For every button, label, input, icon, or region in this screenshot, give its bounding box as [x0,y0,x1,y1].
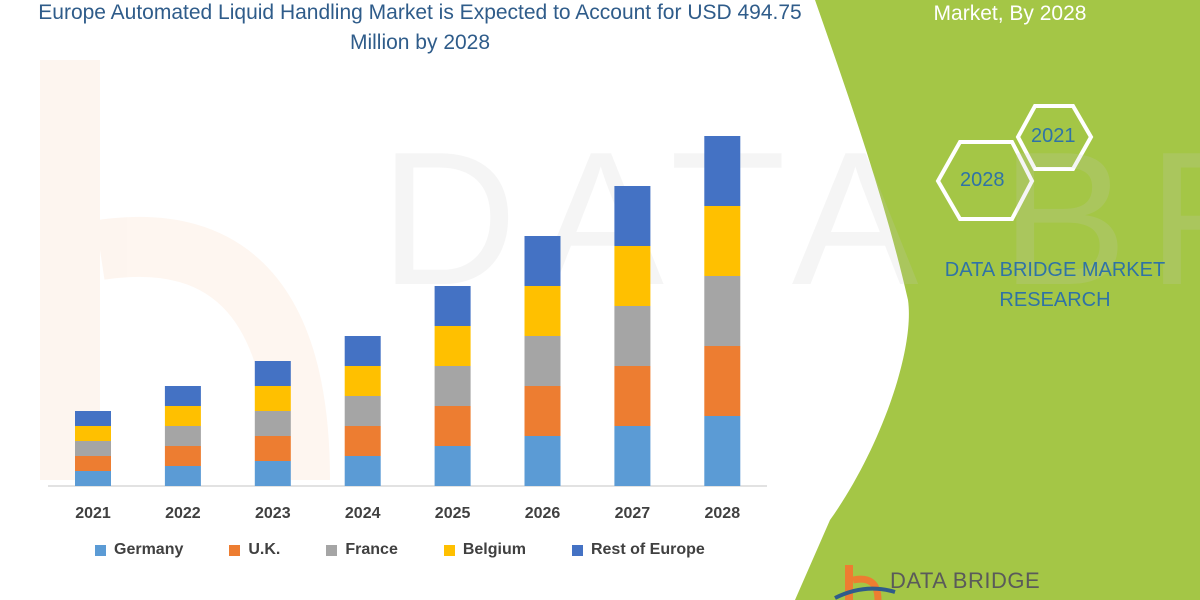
legend-label: Germany [114,541,184,558]
bar-segment-2021-france [75,441,111,456]
x-tick-label: 2027 [615,505,651,522]
legend: Germany U.K. France Belgium Rest of Europe [95,541,705,559]
bar-segment-2028-belgium [704,206,741,276]
bar-segment-2026-germany [524,436,561,486]
bar-segment-2021-rest-of-europe [75,411,111,426]
watermark-text: DATA BRIDGE [380,113,1200,325]
bar-segment-2024-france [344,396,381,426]
bar-segment-2027-france [614,306,651,366]
bar-segment-2022-u-k- [164,446,201,466]
legend-swatch [95,544,106,556]
bar-segment-2025-rest-of-europe [434,286,471,326]
bar-segment-2028-rest-of-europe [704,136,741,206]
bar-segment-2022-rest-of-europe [164,386,201,406]
bar-segment-2027-u-k- [614,366,651,426]
bar-segment-2024-rest-of-europe [344,336,381,366]
bar-segment-2027-rest-of-europe [614,186,651,246]
bar-segment-2028-u-k- [704,346,741,416]
bar-segment-2022-belgium [164,406,201,426]
bar-segment-2026-rest-of-europe [524,236,561,286]
bar-segment-2024-u-k- [344,426,381,456]
bar-segment-2026-belgium [524,286,561,336]
bar-segment-2023-belgium [254,386,291,411]
bar-segment-2027-belgium [614,246,651,306]
bar-segment-2021-belgium [75,426,111,441]
legend-label: U.K. [248,541,281,558]
bar-segment-2025-belgium [434,326,471,366]
bar-segment-2023-france [254,411,291,436]
bar-segment-2026-u-k- [524,386,561,436]
legend-swatch [326,544,338,556]
side-panel-title: Market, By 2028 [933,2,1087,25]
legend-swatch [443,544,455,556]
hex-label-2028: 2028 [960,169,1005,191]
bar-segment-2023-u-k- [254,436,291,461]
bar-segment-2027-germany [614,426,651,486]
bar-segment-2022-germany [164,466,201,486]
bar-segment-2024-germany [344,456,381,486]
bar-segment-2026-france [524,336,561,386]
legend-label: Belgium [462,541,526,558]
legend-swatch [229,544,241,556]
bar-segment-2023-rest-of-europe [254,361,291,386]
hexagon-2021 [1015,104,1094,171]
brand-name: DATA BRIDGE MARKET RESEARCH [944,259,1166,311]
legend-item: U.K. [229,541,280,559]
bar-segment-2025-u-k- [434,406,471,446]
bar-segment-2025-france [434,366,471,406]
x-tick-label: 2022 [165,505,201,522]
green-panel [795,0,1200,600]
hex-label-2021: 2021 [1031,125,1076,147]
chart-title: Europe Automated Liquid Handling Market … [38,1,802,54]
x-tick-label: 2021 [75,505,111,522]
bar-segment-2028-france [704,276,741,346]
bar-segment-2028-germany [704,416,741,486]
x-tick-label: 2028 [705,505,741,522]
legend-label: France [345,541,398,558]
legend-item: Germany [95,541,183,559]
legend-item: France [326,541,398,559]
bar-segment-2025-germany [434,446,471,486]
legend-label: Rest of Europe [590,541,705,558]
legend-item: Rest of Europe [571,541,705,559]
hexagon-2028 [935,140,1035,221]
watermark-logo [40,60,330,481]
logo-text: DATA BRIDGE [890,568,1041,593]
bar-segment-2022-france [164,426,201,446]
bar-segment-2021-u-k- [75,456,111,471]
x-tick-label: 2026 [525,505,561,522]
legend-item: Belgium [443,541,526,559]
x-tick-label: 2023 [255,505,291,522]
bar-segment-2023-germany [254,461,291,486]
logo-icon [834,565,896,600]
x-tick-label: 2024 [345,505,381,522]
bar-segment-2024-belgium [344,366,381,396]
bar-segment-2021-germany [75,471,111,486]
x-tick-label: 2025 [435,505,471,522]
legend-swatch [571,544,583,556]
